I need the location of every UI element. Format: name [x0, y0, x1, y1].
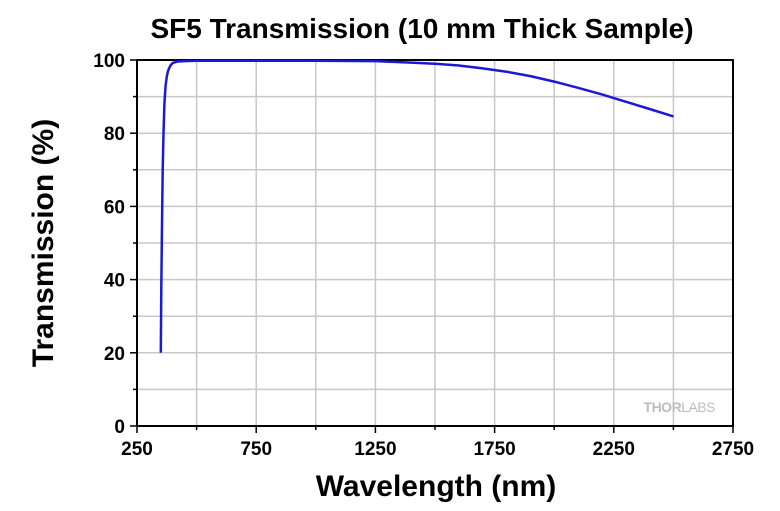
x-tick-label: 1250 [354, 439, 396, 460]
y-tick-label: 80 [104, 124, 125, 145]
axis-ticks [130, 59, 734, 433]
x-axis-label: Wavelength (nm) [316, 470, 557, 503]
x-tick-label: 1750 [473, 439, 515, 460]
x-tick-labels: 250 750 1250 1750 2250 2750 [121, 439, 754, 460]
x-tick-label: 250 [121, 439, 153, 460]
x-tick-label: 750 [240, 439, 272, 460]
y-axis-label: Transmission (%) [27, 119, 60, 367]
x-tick-label: 2750 [712, 439, 754, 460]
chart-title: SF5 Transmission (10 mm Thick Sample) [150, 13, 693, 44]
svg-text:THORLABS: THORLABS [644, 399, 716, 415]
x-tick-label: 2250 [593, 439, 635, 460]
y-tick-label: 20 [104, 344, 125, 365]
y-tick-label: 100 [93, 51, 125, 72]
y-tick-label: 0 [114, 417, 125, 438]
series-group [159, 59, 674, 353]
grid [137, 60, 733, 426]
watermark: THORLABS [644, 399, 716, 415]
watermark-thor: THOR [644, 399, 682, 415]
y-tick-label: 60 [104, 197, 125, 218]
series-line [159, 59, 674, 353]
y-tick-labels: 0 20 40 60 80 100 [93, 51, 125, 438]
y-tick-label: 40 [104, 271, 125, 292]
watermark-labs: LABS [681, 399, 715, 415]
